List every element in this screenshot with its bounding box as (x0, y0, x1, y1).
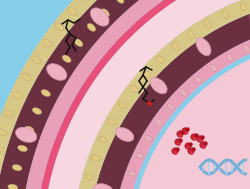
Ellipse shape (16, 127, 36, 142)
Circle shape (178, 134, 182, 138)
Polygon shape (112, 21, 250, 189)
Ellipse shape (156, 56, 164, 63)
Circle shape (199, 142, 205, 148)
Polygon shape (130, 39, 250, 189)
Ellipse shape (12, 91, 22, 98)
Ellipse shape (62, 55, 71, 63)
Ellipse shape (46, 64, 66, 80)
Ellipse shape (93, 184, 112, 189)
Ellipse shape (226, 54, 232, 61)
Circle shape (194, 133, 198, 138)
Circle shape (186, 146, 190, 150)
Ellipse shape (90, 8, 108, 26)
Ellipse shape (108, 119, 116, 125)
Circle shape (190, 147, 195, 152)
Ellipse shape (150, 78, 166, 94)
Circle shape (184, 127, 189, 132)
Circle shape (171, 148, 177, 154)
Ellipse shape (171, 43, 178, 50)
Ellipse shape (204, 20, 210, 28)
Ellipse shape (32, 108, 42, 114)
Polygon shape (130, 39, 250, 189)
Circle shape (190, 151, 193, 155)
Ellipse shape (41, 89, 50, 97)
Ellipse shape (243, 45, 248, 53)
Polygon shape (35, 0, 250, 189)
Polygon shape (72, 0, 250, 189)
Ellipse shape (166, 104, 173, 110)
Ellipse shape (8, 184, 18, 189)
Ellipse shape (51, 72, 60, 79)
Ellipse shape (91, 155, 99, 161)
Circle shape (178, 138, 182, 143)
Circle shape (192, 137, 196, 141)
Ellipse shape (55, 23, 64, 31)
Ellipse shape (82, 0, 90, 1)
Ellipse shape (18, 145, 27, 152)
Circle shape (176, 142, 180, 146)
Ellipse shape (195, 38, 210, 56)
Polygon shape (20, 0, 250, 189)
Ellipse shape (43, 39, 51, 47)
Circle shape (190, 134, 196, 140)
Circle shape (181, 128, 188, 134)
Ellipse shape (87, 23, 95, 31)
Circle shape (202, 141, 207, 146)
Ellipse shape (32, 56, 40, 63)
Ellipse shape (142, 70, 150, 77)
Ellipse shape (249, 10, 250, 29)
Ellipse shape (130, 85, 137, 92)
Circle shape (184, 131, 187, 135)
Circle shape (174, 151, 177, 155)
Polygon shape (42, 0, 250, 189)
Ellipse shape (209, 64, 216, 72)
Ellipse shape (21, 74, 30, 81)
Ellipse shape (187, 31, 194, 39)
Ellipse shape (116, 0, 124, 3)
Circle shape (202, 145, 205, 149)
Polygon shape (88, 0, 250, 189)
Ellipse shape (144, 136, 152, 141)
Ellipse shape (84, 174, 93, 180)
Ellipse shape (155, 119, 162, 125)
Ellipse shape (128, 171, 136, 176)
Ellipse shape (4, 110, 14, 117)
Ellipse shape (221, 10, 228, 19)
Circle shape (200, 135, 204, 140)
Ellipse shape (115, 127, 133, 142)
Ellipse shape (101, 9, 109, 17)
Circle shape (187, 148, 194, 154)
Ellipse shape (68, 7, 76, 15)
Ellipse shape (180, 89, 186, 96)
Ellipse shape (239, 2, 246, 11)
Ellipse shape (98, 136, 107, 143)
Circle shape (174, 139, 180, 145)
Ellipse shape (12, 164, 22, 171)
Ellipse shape (0, 129, 6, 136)
Circle shape (180, 130, 184, 135)
Circle shape (184, 143, 190, 149)
Ellipse shape (118, 102, 126, 108)
Circle shape (196, 136, 202, 142)
Circle shape (198, 139, 202, 143)
Ellipse shape (136, 153, 143, 158)
Ellipse shape (74, 39, 82, 47)
Ellipse shape (24, 126, 34, 133)
Ellipse shape (194, 76, 200, 83)
Circle shape (174, 147, 179, 152)
Circle shape (176, 131, 182, 137)
Circle shape (188, 142, 192, 147)
